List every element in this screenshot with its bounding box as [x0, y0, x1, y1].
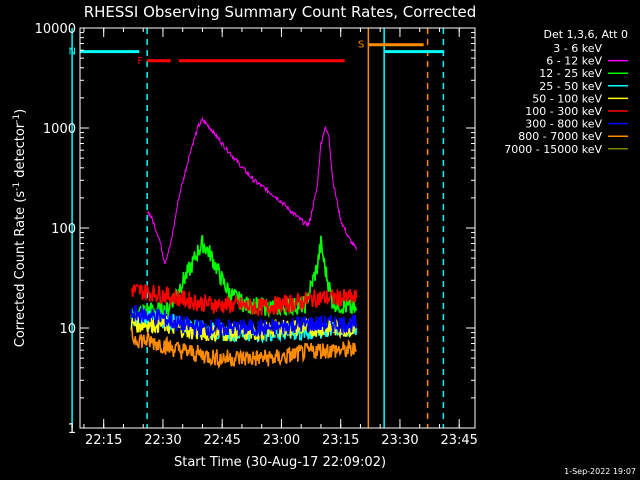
- x-tick-label: 23:45: [440, 433, 477, 448]
- chart-title: RHESSI Observing Summary Count Rates, Co…: [84, 3, 477, 21]
- footer-date: 1-Sep-2022 19:07: [564, 467, 636, 476]
- legend-entry-label: 50 - 100 keV: [532, 92, 602, 105]
- y-axis-label-end: ): [13, 109, 28, 114]
- x-axis-label: Start Time (30-Aug-17 22:09:02): [174, 455, 386, 470]
- flag-label-F: F: [137, 56, 143, 67]
- legend-entry-label: 6 - 12 keV: [546, 55, 602, 68]
- y-axis-label-mid: detector: [13, 122, 28, 182]
- y-axis-label-sup2: -1: [12, 114, 22, 123]
- legend-entry-label: 100 - 300 keV: [525, 105, 602, 118]
- y-axis-label-sup1: -1: [12, 182, 22, 191]
- flag-label-N: N: [69, 47, 76, 58]
- series-line: [130, 180, 357, 260]
- y-tick-label: 10000: [35, 22, 76, 37]
- y-axis-label: Corrected Count Rate (s-1 detector-1): [12, 109, 28, 347]
- x-tick-label: 23:00: [263, 433, 300, 448]
- series-line: [130, 327, 358, 370]
- legend-title: Det 1,3,6, Att 0: [544, 28, 628, 41]
- x-tick-label: 22:30: [144, 433, 181, 448]
- plot-area: N F S: [69, 28, 445, 428]
- legend-entry-label: 3 - 6 keV: [553, 42, 602, 55]
- x-tick-label: 22:15: [85, 433, 122, 448]
- legend-entry-label: 25 - 50 keV: [539, 80, 602, 93]
- legend-entry-label: 12 - 25 keV: [539, 67, 602, 80]
- flag-label-S: S: [358, 40, 364, 51]
- y-tick-label: 1000: [43, 122, 76, 137]
- y-tick-label: 1: [68, 422, 76, 437]
- y-tick-label: 10: [59, 322, 76, 337]
- legend-entry-label: 300 - 800 keV: [525, 118, 602, 131]
- x-tick-label: 23:15: [322, 433, 359, 448]
- legend-entry-label: 7000 - 15000 keV: [504, 143, 602, 156]
- series-line: [146, 116, 357, 265]
- axes: 22:15 22:30 22:45 23:00 23:15 23:30 23:45 1 10 10…: [35, 22, 478, 448]
- series-line: [130, 283, 358, 317]
- y-axis-label-main: Corrected Count Rate (s: [13, 191, 28, 348]
- x-tick-label: 23:30: [381, 433, 418, 448]
- series-line: [130, 304, 358, 340]
- legend-entry-label: 800 - 7000 keV: [518, 130, 602, 143]
- y-tick-label: 100: [51, 222, 76, 237]
- x-tick-label: 22:45: [203, 433, 240, 448]
